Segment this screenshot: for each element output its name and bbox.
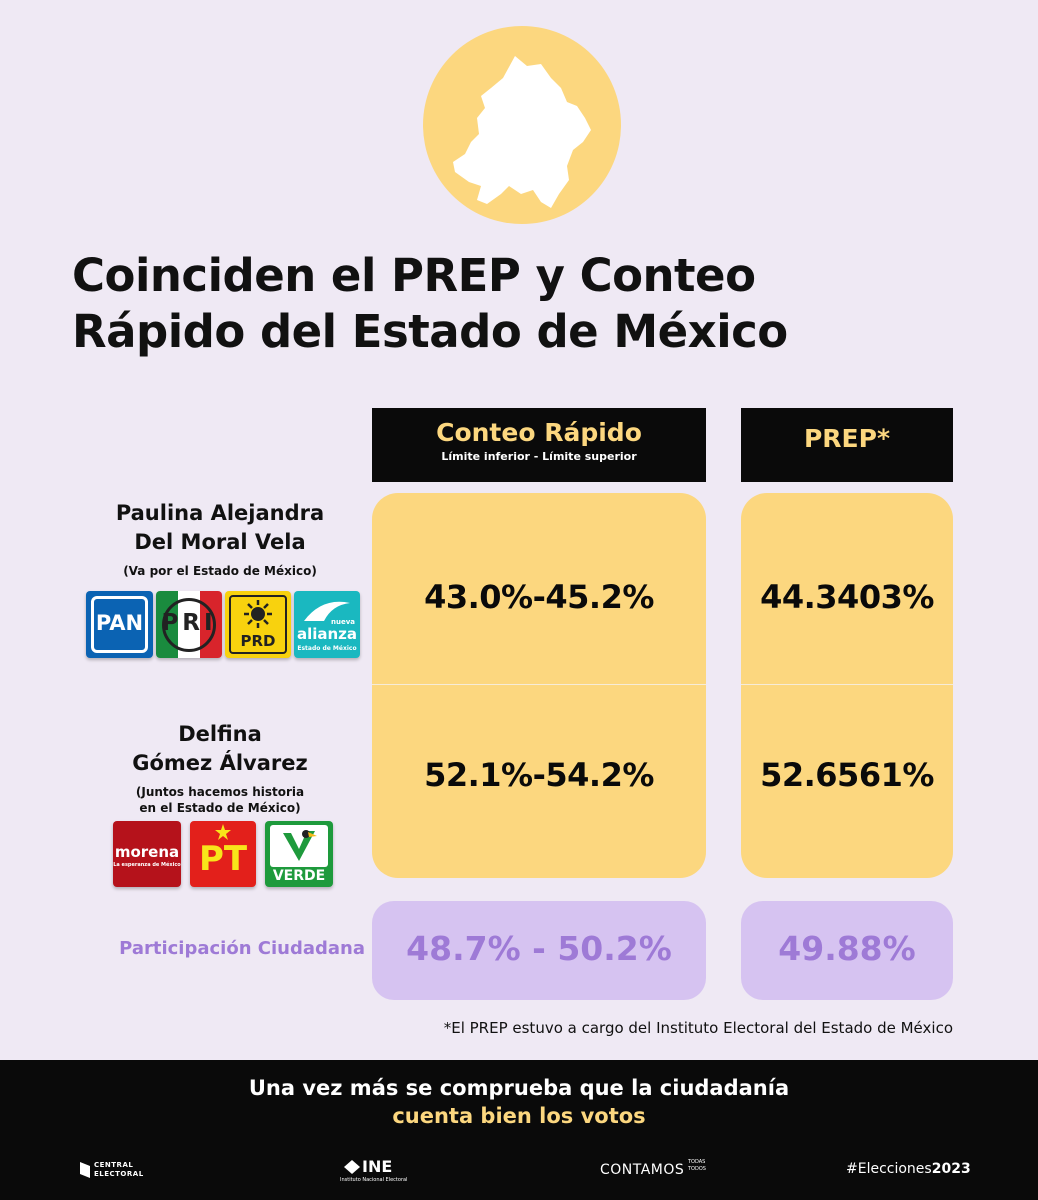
ine-logo: INE Instituto Nacional Electoral xyxy=(340,1157,420,1185)
contamos-label: CONTAMOS xyxy=(600,1162,685,1178)
candidate-1-conteo-rapido-value: 43.0%-45.2% xyxy=(424,578,654,616)
nueva-alianza-swoosh-icon xyxy=(304,601,350,621)
verde-logo: VERDE xyxy=(265,821,333,887)
pan-logo: PAN xyxy=(86,591,153,658)
estado-de-mexico-map-icon xyxy=(453,56,591,208)
conteo-rapido-header-title: Conteo Rápido xyxy=(436,418,642,447)
conteo-rapido-results-block xyxy=(372,493,706,878)
prep-row-divider xyxy=(741,684,953,685)
participation-prep-block xyxy=(741,901,953,1000)
prd-logo: PRD xyxy=(225,591,291,658)
contamos-small2: TODOS xyxy=(688,1166,706,1172)
verde-toucan-icon xyxy=(283,830,317,861)
conteo-rapido-header: Conteo Rápido Límite inferior - Límite s… xyxy=(372,408,706,482)
candidate-2-name-line2: Gómez Álvarez xyxy=(132,751,308,775)
footnote: *El PREP estuvo a cargo del Instituto El… xyxy=(443,1019,953,1037)
pan-logo-label: PAN xyxy=(95,611,144,635)
conteo-rapido-row-divider xyxy=(372,684,706,685)
page-title-line2: Rápido del Estado de México xyxy=(72,305,788,358)
prep-header-title: PREP* xyxy=(803,424,891,453)
page-title: Coinciden el PREP y Conteo Rápido del Es… xyxy=(72,248,1012,360)
footer-bar xyxy=(0,1060,1038,1200)
prep-header: PREP* xyxy=(741,408,953,482)
central-electoral-icon xyxy=(80,1162,90,1178)
pri-logo-label: PRI xyxy=(161,610,217,636)
conteo-rapido-header-subtitle: Límite inferior - Límite superior xyxy=(441,450,637,463)
participation-conteo-rapido-block xyxy=(372,901,706,1000)
ine-icon xyxy=(344,1160,360,1174)
nueva-alianza-label: alianza xyxy=(296,625,358,643)
contamos-logo: CONTAMOS TODAS TODOS xyxy=(600,1159,720,1179)
prep-results-block xyxy=(741,493,953,878)
candidate-2-prep-value: 52.6561% xyxy=(760,756,934,794)
pt-logo: PT xyxy=(190,821,256,887)
participation-label: Participación Ciudadana xyxy=(119,938,365,959)
candidate-2-name: Delfina Gómez Álvarez xyxy=(70,720,370,778)
candidate-2-name-line1: Delfina xyxy=(178,722,262,746)
central-electoral-line1: CENTRAL xyxy=(94,1161,134,1169)
central-electoral-line2: ELECTORAL xyxy=(94,1170,144,1178)
nueva-alianza-footer: Estado de México xyxy=(297,645,357,652)
candidate-1-coalition: (Va por el Estado de México) xyxy=(123,564,317,578)
pt-logo-label: PT xyxy=(198,839,248,879)
hashtag: #Elecciones2023 xyxy=(846,1161,971,1177)
pri-logo: PRI xyxy=(156,591,222,658)
prd-logo-label: PRD xyxy=(240,632,276,650)
candidate-2-coalition-line2: en el Estado de México) xyxy=(139,801,301,815)
candidate-2-conteo-rapido-value: 52.1%-54.2% xyxy=(424,756,654,794)
verde-logo-label: VERDE xyxy=(272,868,326,884)
nueva-alianza-sublabel: nueva xyxy=(330,618,355,626)
candidate-2-coalition-line1: (Juntos hacemos historia xyxy=(135,785,305,799)
hashtag-prefix: #Elecciones xyxy=(846,1161,932,1177)
candidate-1-prep-value: 44.3403% xyxy=(760,578,934,616)
ine-sublabel: Instituto Nacional Electoral xyxy=(340,1177,408,1183)
candidate-2-coalition: (Juntos hacemos historia en el Estado de… xyxy=(70,784,370,816)
closing-message-line2: cuenta bien los votos xyxy=(392,1104,646,1128)
closing-message-line1: Una vez más se comprueba que la ciudadan… xyxy=(248,1076,790,1100)
morena-logo: morena La esperanza de México xyxy=(113,821,181,887)
candidate-1-name-line1: Paulina Alejandra xyxy=(115,501,325,525)
contamos-small1: TODAS xyxy=(688,1159,706,1165)
hashtag-year: 2023 xyxy=(931,1161,971,1177)
candidate-1-name-line2: Del Moral Vela xyxy=(134,530,306,554)
morena-logo-label: morena xyxy=(114,843,180,861)
morena-logo-sublabel: La esperanza de México xyxy=(113,862,181,868)
prd-sun-icon xyxy=(244,600,272,628)
ine-label: INE xyxy=(362,1157,393,1176)
participation-prep-value: 49.88% xyxy=(778,929,916,968)
page-title-line1: Coinciden el PREP y Conteo xyxy=(72,249,756,302)
participation-conteo-rapido-value: 48.7% - 50.2% xyxy=(406,929,672,968)
state-map-badge xyxy=(423,26,621,224)
nueva-alianza-logo: nueva alianza Estado de México xyxy=(294,591,360,658)
pt-star-icon xyxy=(215,824,231,840)
candidate-1-name: Paulina Alejandra Del Moral Vela xyxy=(70,499,370,557)
central-electoral-logo: CENTRAL ELECTORAL xyxy=(78,1158,143,1184)
